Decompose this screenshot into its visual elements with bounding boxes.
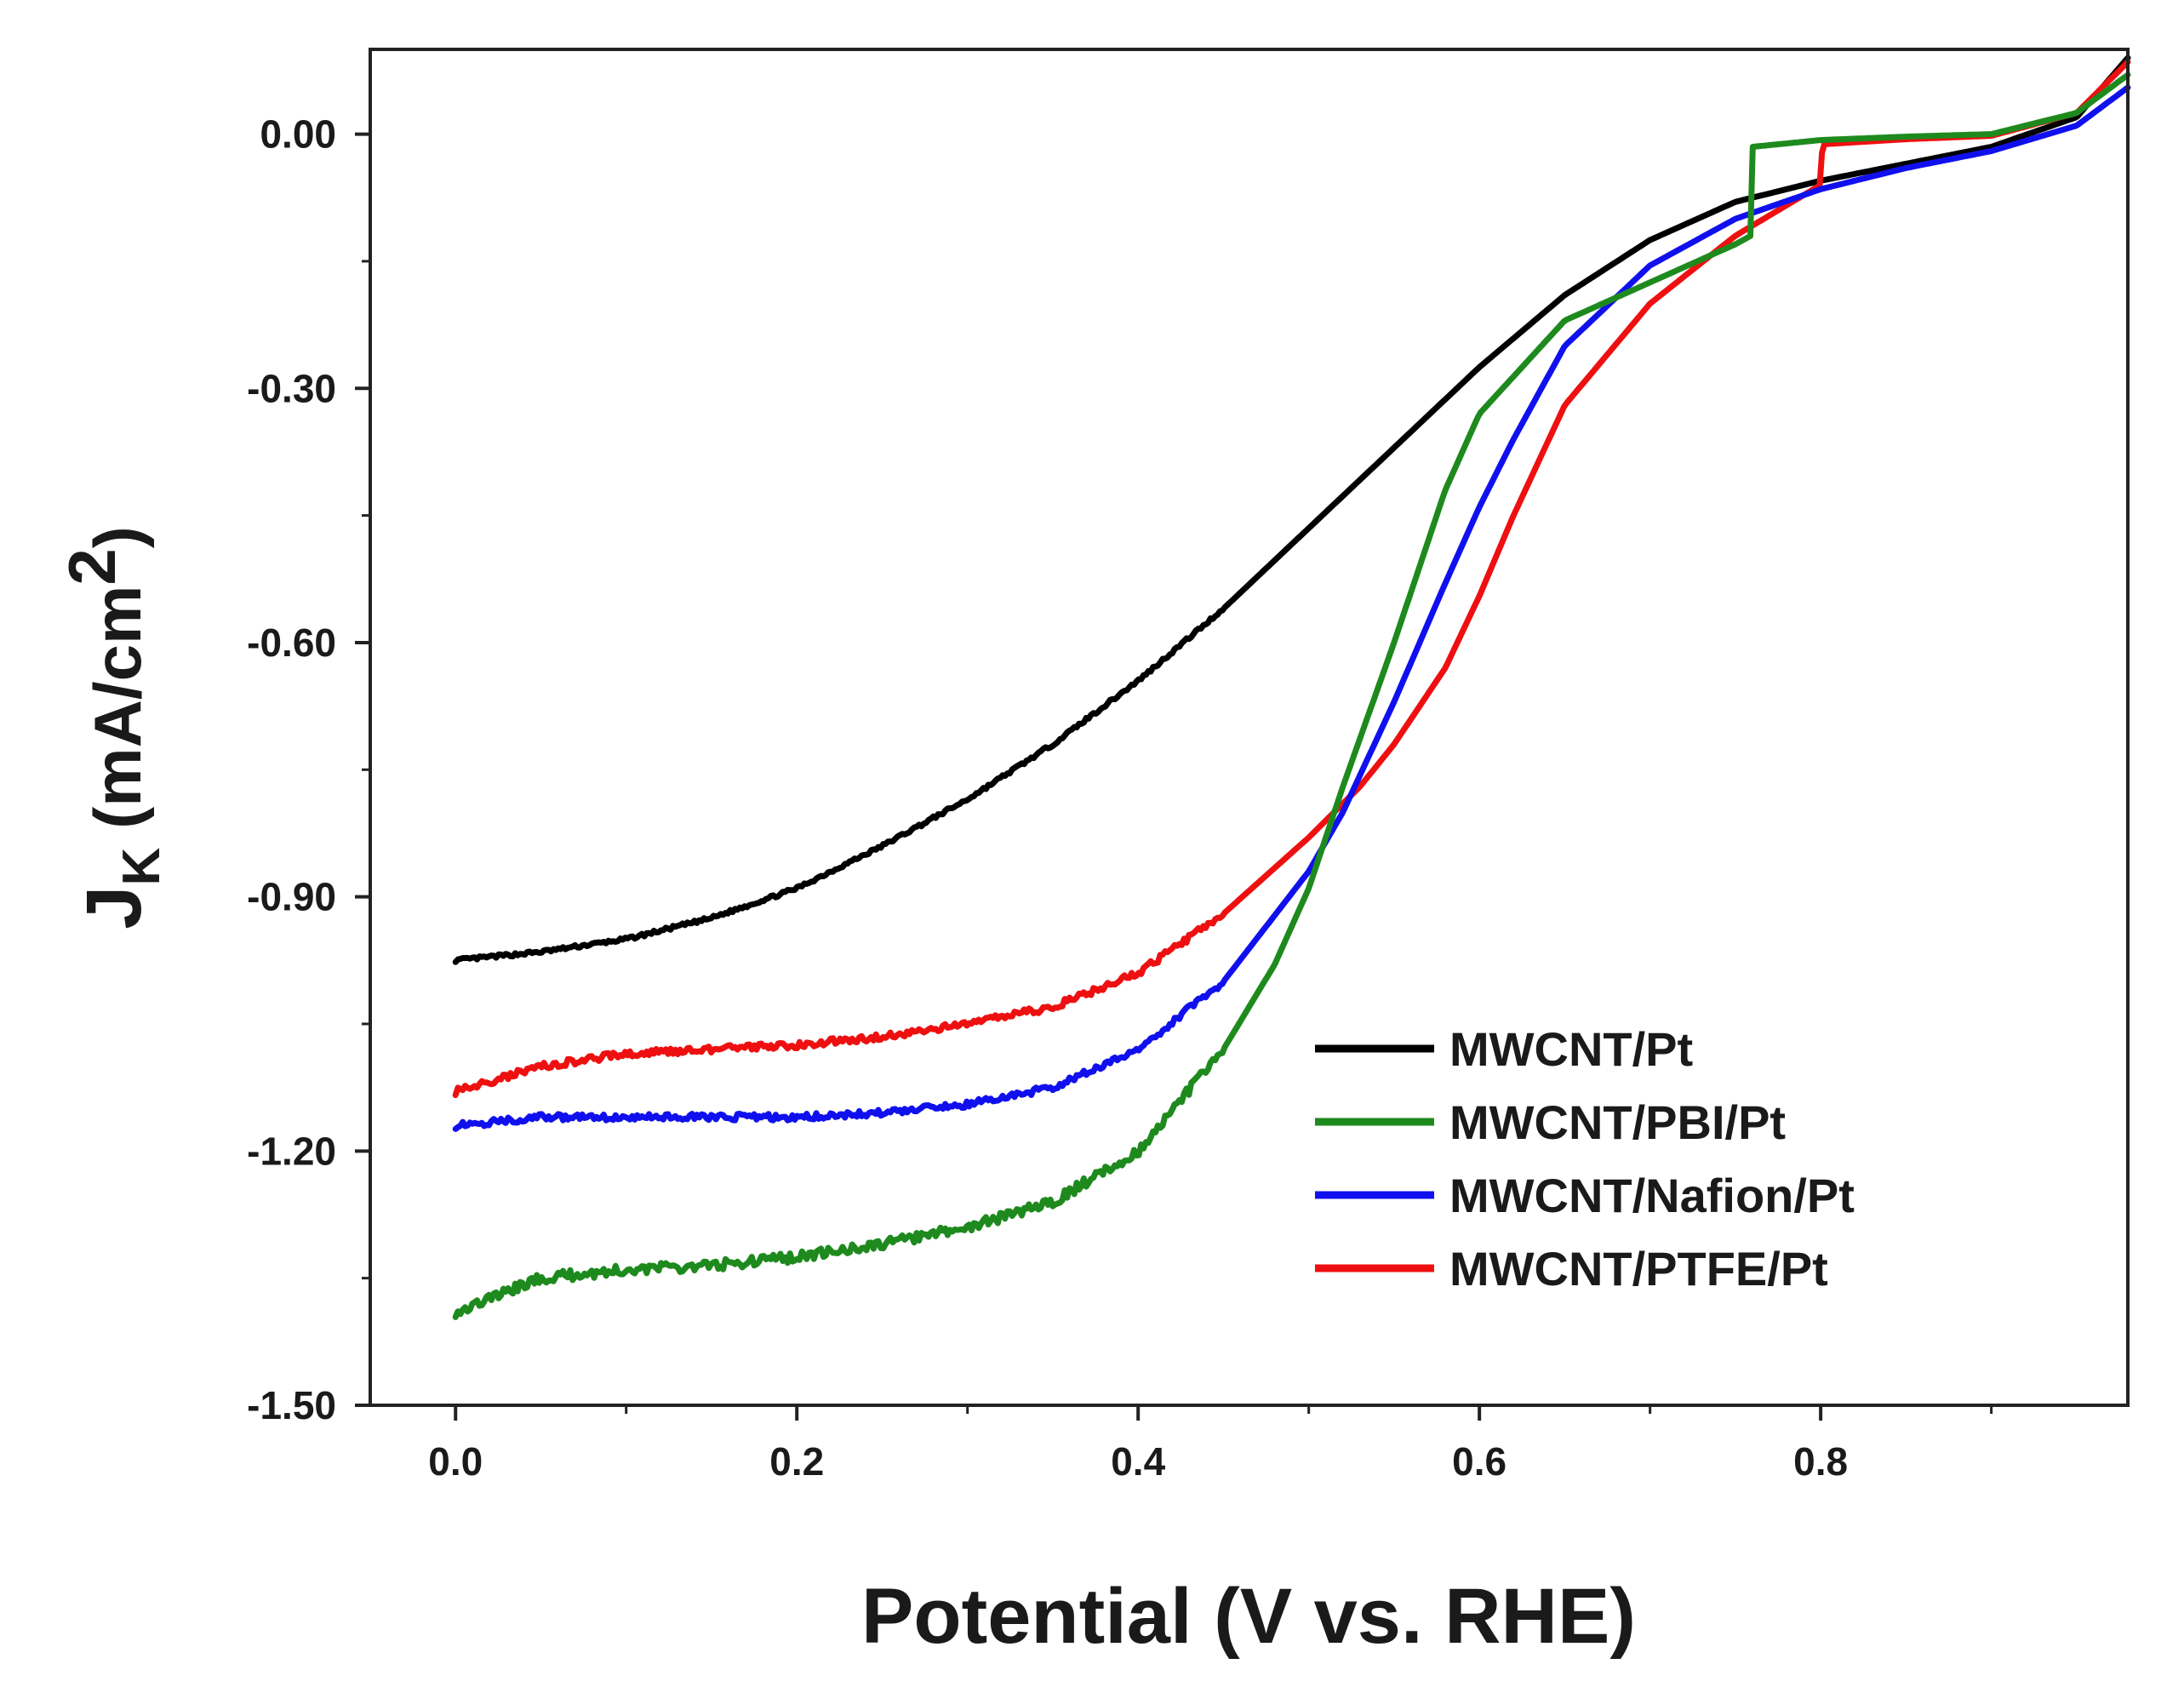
x-tick-label: 0.2 <box>769 1439 824 1484</box>
legend-label: MWCNT/Pt <box>1449 1022 1693 1076</box>
y-tick-label: -0.90 <box>247 875 336 919</box>
x-tick-label: 0.6 <box>1452 1439 1507 1484</box>
y-axis-close: ) <box>80 526 155 548</box>
y-tick-label: -1.20 <box>247 1129 336 1173</box>
series-line <box>452 54 2131 965</box>
y-axis-symbol: J <box>71 886 157 929</box>
y-tick-label: -0.30 <box>247 366 336 410</box>
legend-label: MWCNT/Nafion/Pt <box>1449 1169 1855 1222</box>
tick-layer <box>355 132 1993 1421</box>
series-line <box>452 59 2131 1099</box>
x-tick-label: 0.0 <box>428 1439 483 1484</box>
plot-frame <box>369 48 2130 1407</box>
x-tick-labels: 0.0 0.2 0.4 0.6 0.8 <box>428 1439 1848 1484</box>
y-axis-subscript: K <box>112 848 171 886</box>
y-tick-labels: 0.00 -0.30 -0.60 -0.90 -1.20 -1.50 <box>247 112 336 1427</box>
y-tick-label: 0.00 <box>260 112 336 157</box>
x-tick-label: 0.4 <box>1111 1439 1165 1484</box>
x-axis-title: Potential (V vs. RHE) <box>861 1573 1636 1660</box>
legend: MWCNT/Pt MWCNT/PBI/Pt MWCNT/Nafion/Pt MWCNT… <box>1315 1022 1855 1295</box>
legend-label: MWCNT/PBI/Pt <box>1449 1095 1786 1149</box>
x-tick-label: 0.8 <box>1793 1439 1848 1484</box>
y-axis-superscript: 2 <box>54 548 129 585</box>
y-axis-title: JK (mA/cm2) <box>54 526 171 929</box>
y-axis-unit: (mA/cm <box>80 586 155 829</box>
svg-text:JK(mA/cm2): JK (mA/cm2) <box>54 526 171 929</box>
series-layer <box>452 54 2131 1320</box>
y-tick-label: -0.60 <box>247 620 336 665</box>
series-line <box>452 84 2131 1132</box>
legend-label: MWCNT/PTFE/Pt <box>1449 1242 1828 1295</box>
series-line <box>452 71 2131 1320</box>
y-tick-label: -1.50 <box>247 1383 336 1427</box>
